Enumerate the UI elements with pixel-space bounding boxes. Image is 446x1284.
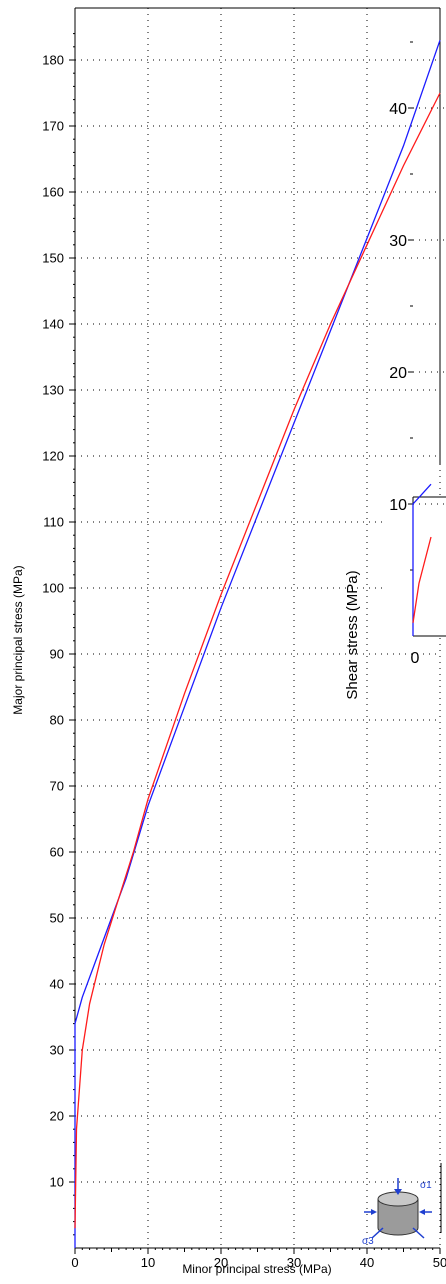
inset-y-tick-label: 40 <box>389 101 407 118</box>
sigma1-label: σ1 <box>420 1180 432 1191</box>
main-y-tick-label: 20 <box>50 1109 64 1124</box>
main-x-tick-label: 20 <box>214 1255 228 1270</box>
main-tick-labels: 0 10 20 30 40 5010203040506070809010011012013… <box>42 53 446 1271</box>
main-y-tick-label: 30 <box>50 1043 64 1058</box>
sigma3-right-arrowhead <box>419 1209 425 1215</box>
main-y-tick-label: 140 <box>42 317 64 332</box>
inset-background <box>384 497 446 637</box>
main-x-tick-label: 40 <box>360 1255 374 1270</box>
inset-y-tick-label: 20 <box>389 365 407 382</box>
main-ticks <box>69 33 441 1254</box>
y-axis-title: Major principal stress (MPa) <box>11 565 25 714</box>
main-y-tick-label: 60 <box>50 845 64 860</box>
main-y-tick-label: 100 <box>42 581 64 596</box>
inset-series-line-red <box>412 536 432 623</box>
inset-y-tick-label: 10 <box>389 497 407 514</box>
main-y-tick-label: 90 <box>50 647 64 662</box>
main-y-tick-label: 170 <box>42 119 64 134</box>
inset-series-line-blue <box>412 483 432 636</box>
x-axis-title: Minor principal stress (MPa) <box>182 1262 331 1276</box>
sigma3-label: σ3 <box>362 1236 374 1247</box>
inset-tick-labels: 1020304050600 <box>389 101 420 667</box>
series-line-blue <box>74 39 441 1248</box>
sigma3-diag-arrow-right <box>412 1227 425 1239</box>
main-y-tick-label: 10 <box>50 1175 64 1190</box>
main-x-tick-label: 50 <box>433 1255 446 1270</box>
main-y-tick-label: 80 <box>50 713 64 728</box>
main-y-tick-label: 70 <box>50 779 64 794</box>
triaxial-specimen-icon: σ1 σ3 <box>362 1178 432 1247</box>
main-x-tick-label: 30 <box>287 1255 301 1270</box>
main-y-tick-label: 40 <box>50 977 64 992</box>
main-y-tick-label: 50 <box>50 911 64 926</box>
sigma3-diag-arrow-left <box>371 1227 384 1239</box>
inset-x-tick-label: 0 <box>411 650 420 667</box>
main-series <box>74 39 441 1248</box>
inset-y-tick-label: 30 <box>389 233 407 250</box>
main-y-tick-label: 160 <box>42 185 64 200</box>
main-x-tick-label: 0 <box>71 1255 78 1270</box>
inset-series <box>412 483 432 636</box>
cylinder-body <box>377 1199 419 1236</box>
inset-ticks <box>408 41 413 571</box>
main-grid <box>75 8 441 1248</box>
main-y-tick-label: 110 <box>43 515 64 530</box>
inset-y-axis-title: Shear stress (MPa) <box>344 570 361 699</box>
shear-stress-inset: 1020304050600 Shear stress (MPa) <box>344 41 446 700</box>
main-y-tick-label: 120 <box>42 449 64 464</box>
series-line-red <box>74 92 441 1229</box>
principal-stress-plot: 0 10 20 30 40 5010203040506070809010011012013… <box>11 7 446 1276</box>
main-x-tick-label: 10 <box>141 1255 155 1270</box>
sigma3-left-arrowhead <box>371 1209 377 1215</box>
sigma1-arrowhead <box>394 1189 402 1195</box>
main-y-tick-label: 180 <box>42 53 64 68</box>
main-y-tick-label: 150 <box>42 251 64 266</box>
main-y-tick-label: 130 <box>42 383 64 398</box>
